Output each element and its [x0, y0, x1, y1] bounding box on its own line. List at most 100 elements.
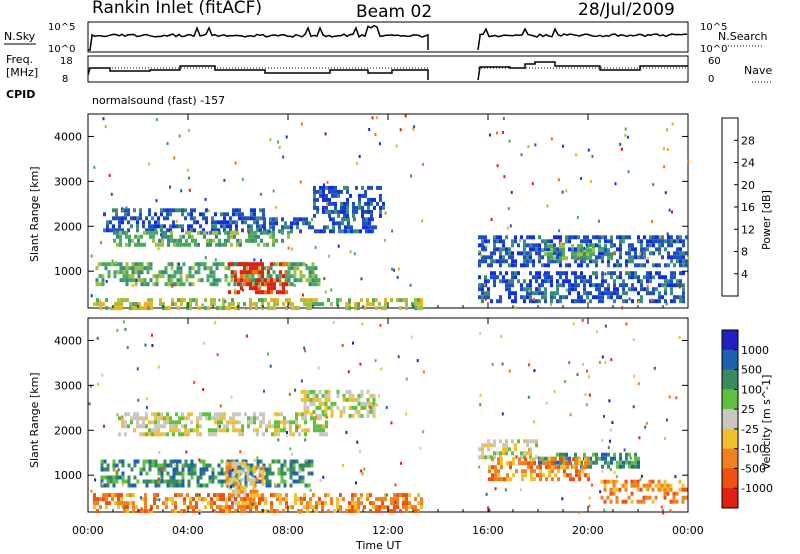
echo-cell [628, 255, 631, 260]
echo-cell [152, 238, 155, 243]
noise-point [588, 393, 591, 397]
noise-point [646, 284, 649, 288]
noise-point [484, 297, 487, 301]
echo-cell [527, 465, 530, 470]
echo-cell [559, 295, 562, 300]
echo-cell [622, 464, 625, 469]
echo-cell [277, 432, 280, 437]
echo-cell [637, 275, 640, 280]
echo-cell [589, 456, 592, 461]
noise-point [245, 307, 247, 310]
echo-cell [328, 185, 331, 190]
echo-cell [625, 452, 628, 457]
echo-cell [682, 291, 685, 296]
echo-cell [589, 248, 592, 253]
echo-cell [544, 252, 547, 257]
noise-point [586, 369, 588, 373]
echo-cell [127, 424, 130, 429]
noise-point [88, 402, 91, 406]
echo-cell [325, 209, 328, 214]
echo-cell [140, 278, 144, 283]
echo-cell [556, 235, 559, 240]
echo-cell [157, 416, 160, 421]
echo-cell [257, 274, 261, 279]
echo-cell [217, 428, 220, 433]
noise-point [324, 290, 327, 294]
echo-cell [417, 302, 420, 307]
echo-cell [264, 501, 267, 506]
echo-cell [136, 412, 139, 417]
echo-cell [615, 499, 619, 504]
echo-cell [173, 270, 177, 275]
echo-cell [345, 397, 349, 402]
echo-cell [351, 393, 355, 398]
echo-cell [411, 302, 414, 307]
echo-cell [670, 283, 673, 288]
echo-cell [551, 465, 554, 470]
echo-cell [177, 298, 180, 303]
echo-cell [598, 235, 601, 240]
echo-cell [261, 469, 265, 474]
echo-cell [658, 251, 661, 256]
echo-cell [165, 497, 168, 502]
echo-cell [251, 274, 255, 279]
echo-cell [514, 455, 517, 460]
echo-cell [681, 487, 685, 492]
echo-cell [673, 275, 676, 280]
echo-cell [574, 235, 577, 240]
echo-cell [255, 266, 258, 271]
noise-point [394, 500, 397, 504]
noise-point [610, 358, 613, 362]
noise-point [591, 154, 594, 158]
echo-cell [252, 485, 256, 490]
echo-cell [148, 459, 152, 464]
echo-cell [670, 239, 673, 244]
echo-cell [364, 201, 367, 206]
echo-cell [375, 509, 378, 514]
echo-cell [277, 428, 280, 433]
echo-cell [595, 287, 598, 292]
echo-cell [187, 224, 190, 229]
echo-cell [311, 266, 315, 271]
echo-cell [169, 475, 173, 480]
echo-cell [619, 460, 622, 465]
echo-cell [163, 216, 166, 221]
echo-cell [283, 428, 286, 433]
echo-cell [324, 493, 327, 498]
echo-cell [209, 242, 212, 247]
echo-cell [414, 306, 417, 311]
echo-cell [249, 505, 252, 510]
echo-cell [630, 483, 634, 488]
echo-cell [163, 479, 167, 484]
echo-cell [339, 505, 342, 510]
noise-point [608, 399, 611, 403]
echo-cell [523, 255, 526, 260]
echo-cell [170, 274, 174, 279]
echo-cell [121, 420, 124, 425]
echo-cell [275, 274, 279, 279]
echo-cell [189, 497, 192, 502]
noise-point [299, 496, 302, 500]
noise-point [204, 197, 207, 201]
echo-cell [592, 271, 595, 276]
echo-cell [414, 302, 417, 307]
echo-cell [676, 259, 679, 264]
echo-cell [119, 262, 123, 267]
echo-cell [634, 452, 637, 457]
echo-cell [672, 499, 676, 504]
echo-cell [186, 306, 189, 311]
echo-cell [302, 217, 305, 222]
echo-cell [169, 459, 173, 464]
echo-cell [270, 306, 273, 311]
echo-cell [190, 212, 193, 217]
xaxis-label: Time UT [355, 539, 401, 552]
echo-cell [246, 270, 249, 275]
echo-cell [487, 263, 490, 268]
echo-cell [679, 271, 682, 276]
noise-point [90, 294, 93, 298]
echo-cell [634, 287, 637, 292]
echo-cell [208, 412, 211, 417]
echo-cell [517, 251, 520, 256]
echo-cell [181, 432, 184, 437]
echo-cell [161, 270, 165, 275]
